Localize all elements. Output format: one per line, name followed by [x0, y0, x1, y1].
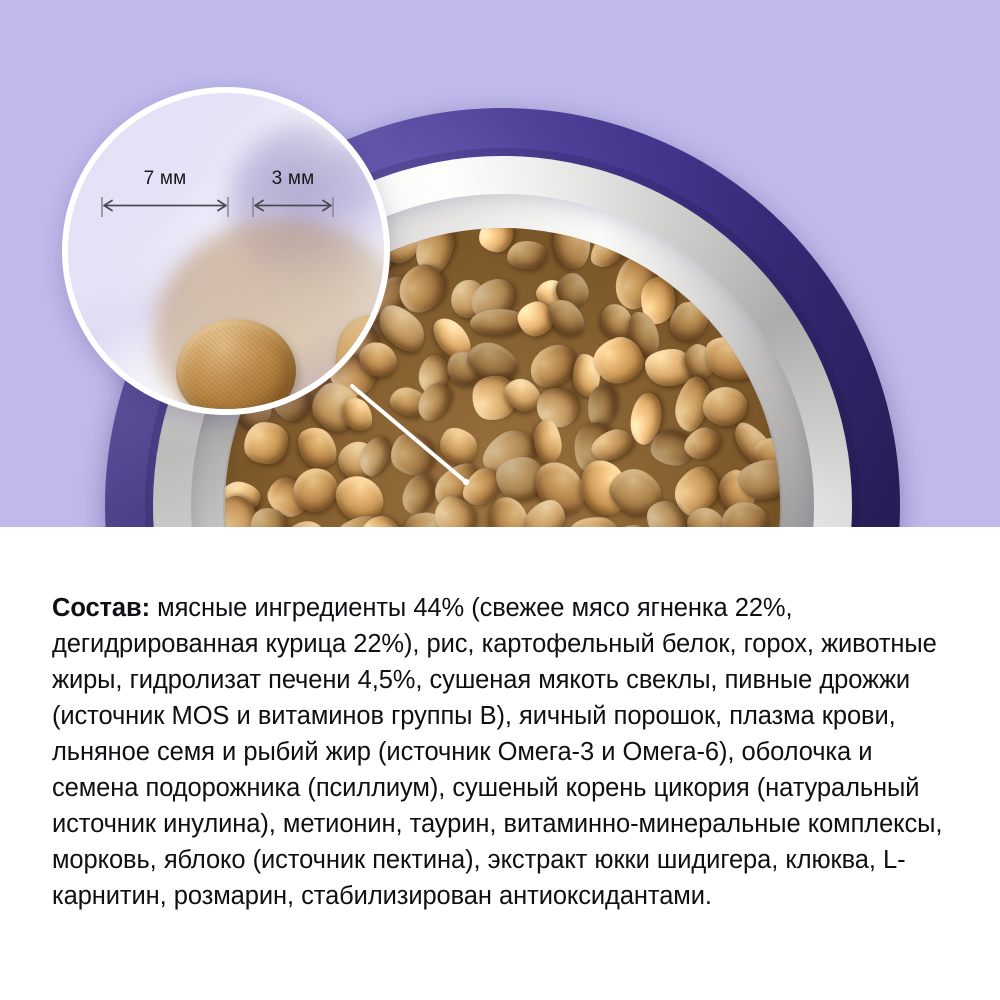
kibble-piece: [613, 523, 650, 527]
composition-body: мясные ингредиенты 44% (свежее мясо ягне…: [52, 594, 943, 910]
dimension-label-7mm: 7 мм: [143, 168, 187, 189]
kibble-piece: [552, 228, 591, 271]
kibble-size-magnifier: 7 мм 3 мм: [62, 87, 390, 415]
dimension-arrow-3mm: [252, 197, 334, 217]
composition-paragraph: Состав: мясные ингредиенты 44% (свежее м…: [52, 590, 958, 914]
composition-section: Состав: мясные ингредиенты 44% (свежее м…: [0, 527, 1000, 1000]
kibble-piece: [382, 425, 443, 485]
kibble-piece: [506, 239, 547, 271]
kibble-piece: [567, 514, 625, 527]
dimension-arrow-7mm: [101, 197, 229, 217]
dimension-label-3mm: 3 мм: [271, 168, 315, 189]
kibble-piece: [469, 308, 525, 336]
kibble-piece: [411, 377, 457, 427]
composition-heading: Состав:: [52, 594, 150, 622]
kibble-piece: [242, 421, 290, 466]
dog-food-bowl-photo: 7 мм 3 мм: [0, 0, 1000, 527]
kibble-top-view: [176, 319, 296, 409]
